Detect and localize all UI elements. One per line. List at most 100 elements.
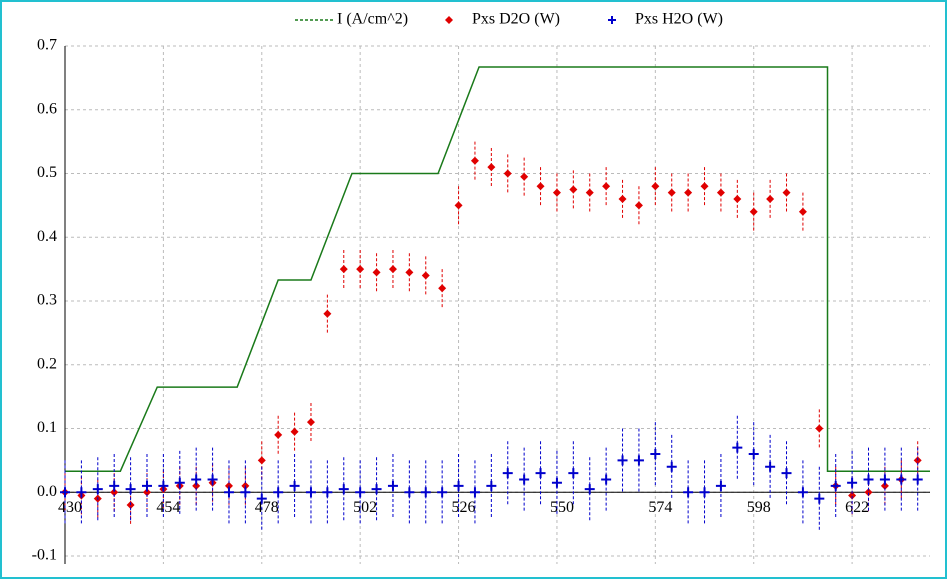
marker (141, 480, 152, 491)
marker (848, 491, 857, 500)
marker (125, 484, 136, 495)
x-tick-label: 454 (156, 499, 180, 516)
x-tick-label: 574 (648, 499, 672, 516)
marker (420, 487, 431, 498)
marker (765, 461, 776, 472)
marker (552, 188, 561, 197)
marker (257, 456, 266, 465)
marker (142, 488, 151, 497)
marker (863, 474, 874, 485)
marker (240, 487, 251, 498)
y-tick-label: 0.1 (37, 419, 57, 436)
marker (502, 468, 513, 479)
marker (174, 477, 185, 488)
marker (387, 480, 398, 491)
marker (305, 487, 316, 498)
marker (847, 477, 858, 488)
marker (896, 474, 907, 485)
marker (339, 265, 348, 274)
marker (306, 418, 315, 427)
legend-label: Pxs H2O (W) (635, 11, 723, 28)
marker (372, 268, 381, 277)
marker (487, 163, 496, 172)
marker (715, 480, 726, 491)
y-tick-label: 0.3 (37, 292, 57, 309)
marker (405, 268, 414, 277)
marker (667, 188, 676, 197)
marker (683, 487, 694, 498)
marker (289, 480, 300, 491)
marker (748, 449, 759, 459)
marker (371, 484, 382, 495)
marker (880, 481, 889, 490)
legend-label: I (A/cm^2) (337, 11, 408, 28)
legend-swatch (445, 16, 453, 24)
marker (733, 195, 742, 203)
marker (110, 488, 119, 497)
marker (634, 201, 643, 210)
marker (92, 484, 103, 495)
y-tick-label: 0.5 (37, 164, 57, 181)
marker (912, 474, 923, 485)
marker (749, 207, 758, 216)
marker (536, 182, 545, 191)
marker (568, 468, 579, 479)
marker (453, 480, 464, 491)
series (60, 415, 923, 531)
marker (684, 188, 693, 197)
x-tick-label: 430 (58, 499, 82, 516)
marker (716, 188, 725, 197)
x-tick-label: 526 (452, 499, 476, 516)
legend-swatch (608, 16, 616, 24)
marker (650, 449, 661, 459)
marker (404, 487, 415, 498)
legend-label: Pxs D2O (W) (472, 11, 560, 28)
marker (798, 207, 807, 216)
marker (503, 169, 512, 178)
marker (60, 487, 70, 498)
marker (618, 195, 627, 203)
marker (519, 474, 530, 485)
marker (438, 284, 447, 293)
marker (602, 182, 611, 191)
marker (700, 182, 709, 191)
marker (585, 188, 594, 197)
marker (814, 493, 825, 504)
marker (601, 474, 612, 485)
marker (633, 455, 644, 466)
x-tick-label: 598 (747, 499, 771, 516)
line (65, 66, 930, 472)
marker (454, 201, 463, 210)
marker (766, 195, 775, 203)
marker (421, 271, 430, 280)
marker (109, 480, 120, 491)
marker (699, 487, 710, 498)
marker (469, 487, 480, 498)
marker (191, 474, 202, 485)
marker (338, 484, 349, 495)
x-tick-label: 478 (255, 499, 279, 516)
marker (256, 493, 267, 504)
y-tick-label: 0.7 (37, 37, 57, 54)
y-tick-label: 0.6 (37, 100, 57, 117)
marker (651, 182, 660, 191)
marker (569, 185, 578, 194)
marker (76, 487, 87, 498)
marker (666, 461, 677, 472)
marker (388, 265, 397, 274)
marker (879, 474, 890, 485)
marker (192, 481, 201, 490)
marker (437, 487, 448, 498)
marker (322, 487, 333, 498)
marker (274, 430, 283, 439)
marker (470, 156, 479, 165)
marker (732, 442, 743, 453)
marker (781, 468, 792, 479)
marker (535, 468, 546, 479)
marker (520, 172, 529, 181)
y-tick-label: 0.0 (37, 483, 57, 500)
marker (797, 487, 808, 498)
marker (158, 480, 169, 491)
y-tick-label: 0.4 (37, 228, 57, 245)
